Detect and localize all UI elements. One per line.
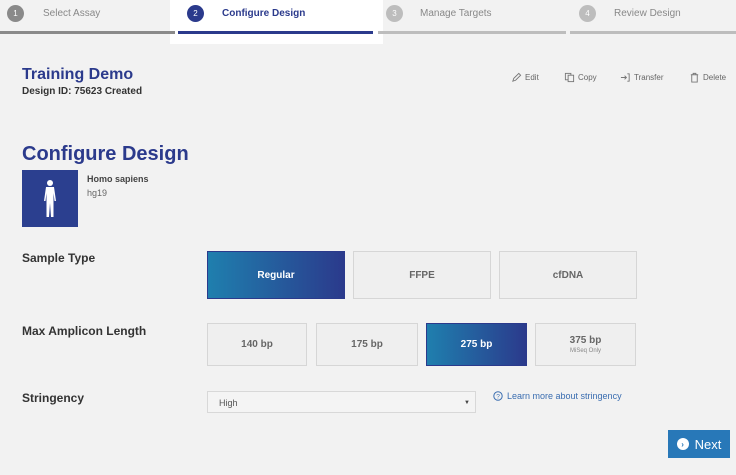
step-1-number: 1	[7, 5, 24, 22]
chevron-right-circle-icon: ›	[676, 438, 689, 450]
help-link-text: Learn more about stringency	[507, 391, 622, 401]
amplicon-375bp[interactable]: 375 bp MiSeq Only	[535, 323, 636, 366]
option-label: cfDNA	[552, 269, 584, 281]
stringency-value: High	[219, 398, 238, 408]
trash-icon	[690, 72, 699, 83]
step-4-bar	[570, 31, 736, 34]
stringency-label: Stringency	[22, 391, 85, 405]
next-button[interactable]: › Next	[668, 430, 730, 458]
step-3-number: 3	[386, 5, 403, 22]
sample-type-cfdna[interactable]: cfDNA	[499, 251, 637, 299]
max-amplicon-length-label: Max Amplicon Length	[22, 324, 147, 338]
genome-build: hg19	[87, 188, 108, 198]
amplicon-140bp[interactable]: 140 bp	[207, 323, 307, 366]
design-title: Training Demo	[22, 66, 134, 83]
stringency-help-link[interactable]: ? Learn more about stringency	[493, 391, 622, 401]
option-label: 375 bp	[569, 335, 602, 346]
human-figure-icon	[44, 179, 56, 217]
copy-label: Copy	[578, 73, 597, 82]
step-1-bar	[0, 31, 175, 34]
transfer-icon	[620, 73, 630, 82]
delete-button[interactable]: Delete	[689, 72, 726, 83]
svg-text:?: ?	[496, 394, 500, 401]
amplicon-275bp[interactable]: 275 bp	[426, 323, 527, 366]
step-4-number: 4	[579, 5, 596, 22]
option-label: 140 bp	[241, 339, 273, 350]
edit-button[interactable]: Edit	[511, 72, 539, 83]
step-4-review-design[interactable]: Review Design	[614, 8, 681, 19]
sample-type-label: Sample Type	[22, 251, 96, 265]
species-image	[22, 170, 78, 227]
transfer-button[interactable]: Transfer	[620, 72, 664, 83]
page-heading: Configure Design	[22, 143, 189, 165]
transfer-label: Transfer	[634, 73, 664, 82]
step-3-manage-targets[interactable]: Manage Targets	[420, 8, 492, 19]
step-2-number: 2	[187, 5, 204, 22]
sample-type-regular[interactable]: Regular	[207, 251, 345, 299]
species-name: Homo sapiens	[87, 174, 149, 184]
step-2-bar	[178, 31, 373, 34]
active-step-background	[170, 0, 383, 44]
copy-button[interactable]: Copy	[564, 72, 597, 83]
step-1-select-assay[interactable]: Select Assay	[43, 8, 101, 19]
option-label: FFPE	[409, 269, 435, 281]
step-3-bar	[378, 31, 566, 34]
copy-icon	[564, 72, 575, 83]
design-id: Design ID: 75623 Created	[22, 86, 143, 97]
amplicon-175bp[interactable]: 175 bp	[316, 323, 418, 366]
option-label: 275 bp	[460, 339, 493, 350]
help-circle-icon: ?	[493, 391, 503, 401]
sample-type-ffpe[interactable]: FFPE	[353, 251, 491, 299]
caret-down-icon: ▼	[464, 400, 470, 406]
option-label: Regular	[257, 269, 295, 281]
edit-label: Edit	[525, 73, 539, 82]
miseq-only-note: MiSeq Only	[569, 348, 601, 354]
delete-label: Delete	[703, 73, 727, 82]
next-label: Next	[694, 436, 722, 452]
option-label: 175 bp	[351, 339, 383, 350]
pencil-icon	[512, 72, 522, 82]
stringency-select[interactable]: High ▼	[207, 391, 476, 413]
step-2-configure-design[interactable]: Configure Design	[222, 8, 306, 19]
